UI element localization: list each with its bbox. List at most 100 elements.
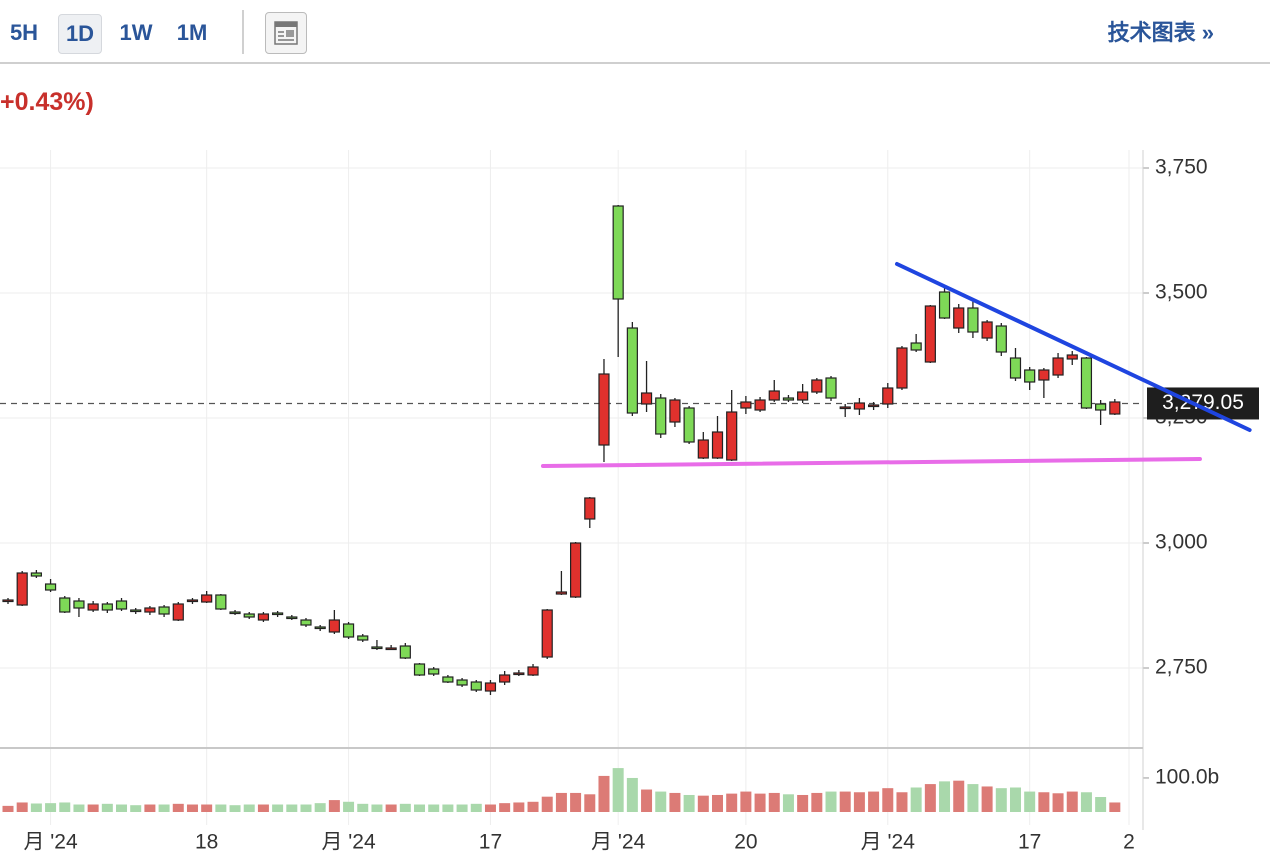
- volume-bar: [229, 805, 241, 812]
- volume-bar: [1080, 792, 1092, 812]
- candle-body: [357, 635, 369, 641]
- trend-line: [540, 457, 1202, 468]
- volume-bar: [655, 791, 667, 812]
- candle-body: [201, 594, 213, 603]
- volume-bar: [343, 801, 355, 812]
- candle-body: [272, 612, 284, 616]
- volume-bar: [215, 804, 227, 812]
- candle-body: [981, 321, 993, 339]
- candle-body: [286, 616, 298, 620]
- layout-icon[interactable]: [265, 12, 307, 54]
- candle-body: [697, 439, 709, 459]
- volume-bar: [513, 802, 525, 812]
- volume-bar: [811, 792, 823, 812]
- candle-body: [782, 397, 795, 401]
- volume-bar: [385, 804, 397, 812]
- volume-bar: [995, 788, 1007, 812]
- candle-body: [16, 572, 28, 606]
- candle-body: [101, 603, 113, 611]
- volume-bar: [243, 804, 255, 812]
- x-tick-label: 18: [195, 831, 218, 854]
- volume-bar: [598, 775, 610, 812]
- volume-bar: [896, 792, 908, 812]
- volume-bar: [45, 803, 57, 812]
- volume-bar: [87, 804, 99, 812]
- candle-body: [1080, 357, 1093, 409]
- candle-body: [399, 645, 411, 659]
- volume-bar: [201, 804, 213, 812]
- separator: [242, 10, 244, 54]
- candle-body: [456, 679, 468, 686]
- volume-bar: [924, 784, 936, 812]
- volume-bar: [825, 791, 837, 812]
- candle-body: [59, 597, 71, 613]
- volume-bar: [30, 803, 42, 812]
- volume-bar: [158, 804, 170, 812]
- volume-bar: [16, 802, 28, 812]
- candle-body: [215, 594, 227, 610]
- volume-bar: [527, 801, 539, 812]
- candle-body: [428, 668, 440, 675]
- volume-bar: [683, 794, 695, 812]
- x-tick-label: 20: [734, 831, 757, 854]
- volume-bar: [584, 794, 596, 812]
- range-button[interactable]: 5H: [9, 20, 39, 45]
- candle-body: [44, 583, 57, 591]
- candle-body: [924, 305, 936, 363]
- candle-body: [683, 407, 695, 443]
- volume-bar: [286, 804, 298, 812]
- divider: [0, 62, 1270, 64]
- volume-bar: [1109, 802, 1121, 812]
- candle-body: [2, 599, 14, 603]
- y-tick-label: 2,750: [1155, 656, 1208, 679]
- trend-line: [895, 262, 1252, 432]
- candle-body: [144, 607, 156, 613]
- volume-bar: [910, 787, 922, 812]
- candle-body: [1109, 401, 1121, 415]
- volume-bar: [1038, 792, 1050, 812]
- volume-bar: [1009, 787, 1021, 812]
- volume-bar: [172, 803, 184, 812]
- volume-bar: [939, 781, 951, 812]
- range-button[interactable]: 1M: [176, 20, 208, 45]
- candle-body: [740, 401, 752, 409]
- range-button[interactable]: 1D: [58, 14, 102, 54]
- volume-bar: [882, 788, 894, 812]
- candle-body: [867, 404, 880, 408]
- candle-body: [371, 646, 383, 650]
- volume-bar: [456, 804, 468, 812]
- volume-bar: [541, 796, 553, 812]
- candle-body: [484, 682, 497, 692]
- candle-body: [513, 672, 525, 676]
- candle-body: [655, 397, 667, 435]
- volume-bar: [300, 804, 312, 812]
- volume-tick-label: 100.0b: [1155, 766, 1219, 789]
- volume-bar: [442, 804, 454, 812]
- candle-body: [882, 387, 894, 405]
- volume-bar: [669, 792, 681, 812]
- volume-bar: [1095, 797, 1107, 812]
- volume-bar: [641, 789, 653, 812]
- candle-body: [711, 431, 724, 459]
- candle-body: [726, 411, 738, 461]
- candle-body: [569, 542, 582, 598]
- x-tick-label: 月 '24: [861, 831, 916, 854]
- candle-body: [342, 623, 355, 638]
- candle-body: [910, 342, 922, 351]
- volume-bar: [1052, 793, 1064, 812]
- candle-body: [640, 392, 653, 405]
- candle-body: [541, 609, 553, 658]
- volume-bar: [328, 800, 340, 812]
- volume-bar: [1066, 791, 1078, 812]
- candle-body: [172, 603, 184, 621]
- range-button[interactable]: 1W: [119, 20, 153, 45]
- volume-bar: [697, 795, 709, 812]
- technical-chart-link[interactable]: 技术图表 »: [1107, 20, 1214, 45]
- candle-body: [967, 307, 979, 333]
- candle-body: [1038, 369, 1050, 381]
- candle-body: [470, 681, 482, 691]
- last-price-box: [1147, 387, 1259, 420]
- candle-body: [130, 609, 142, 613]
- volume-bar: [740, 791, 752, 812]
- volume-bar: [484, 804, 496, 812]
